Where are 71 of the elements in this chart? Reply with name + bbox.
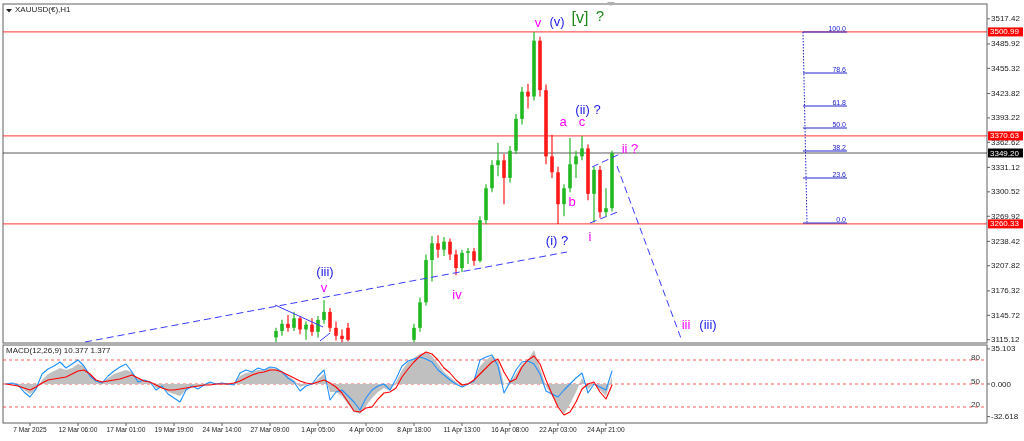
annotation: iv — [452, 286, 463, 302]
candlestick — [496, 142, 500, 177]
y-tick-label: 3485.92 — [991, 39, 1021, 49]
annotation: b — [568, 193, 576, 209]
candlestick — [346, 322, 350, 342]
candlestick — [562, 183, 566, 217]
candlestick — [322, 299, 326, 325]
candlestick — [442, 236, 446, 257]
candlestick — [298, 315, 302, 335]
candlestick — [316, 315, 320, 339]
candlestick — [490, 159, 494, 193]
ref-line-label: 3500.99 — [990, 27, 1020, 37]
candlestick — [574, 150, 578, 179]
y-tick-label: 3115.12 — [991, 335, 1020, 345]
candlestick — [592, 166, 596, 224]
candlestick — [526, 83, 530, 110]
y-tick-label: 3176.32 — [991, 286, 1021, 296]
ref-line-label: 3349.20 — [990, 148, 1020, 158]
candlestick — [568, 137, 572, 193]
candlestick — [466, 247, 470, 265]
y-tick-label: 3300.52 — [991, 187, 1021, 197]
candlestick — [580, 135, 584, 161]
ref-line-label: 3260.33 — [990, 219, 1020, 229]
candlestick — [604, 187, 608, 217]
annotation: (i) ? — [545, 232, 569, 248]
candlestick — [340, 328, 344, 343]
chart-title: XAUUSD(€),H1 — [15, 5, 72, 14]
annotation: v — [320, 279, 328, 295]
candlestick — [412, 323, 416, 343]
y-tick-label: 0.000 — [991, 379, 1012, 389]
candlestick — [286, 314, 290, 333]
candlestick — [292, 311, 296, 332]
ref-line-label: 3370.63 — [990, 131, 1020, 141]
y-tick-label: 3423.82 — [991, 88, 1021, 98]
y-tick-label: 3269.92 — [991, 211, 1021, 221]
candlestick — [328, 307, 332, 333]
y-tick-label: 3393.22 — [991, 113, 1021, 123]
annotation: v — [534, 14, 542, 30]
y-tick-label: -32.618 — [991, 412, 1019, 422]
annotation: (iii) — [699, 316, 717, 332]
chart-title: MACD(12,26,9) 10.377 1.377 — [6, 346, 112, 355]
candlestick — [430, 235, 434, 283]
annotation: iii — [681, 316, 691, 332]
annotation: ? — [595, 6, 605, 24]
candlestick — [460, 249, 464, 273]
y-tick-label: 3331.12 — [991, 162, 1021, 172]
y-tick-label: 3145.72 — [991, 310, 1021, 320]
y-tick-label: 3517.42 — [991, 14, 1021, 24]
candlestick — [502, 153, 506, 205]
y-tick-label: 35.103 — [991, 344, 1017, 354]
annotation: a — [559, 113, 568, 129]
y-tick-label: 3455.32 — [991, 63, 1021, 73]
candlestick — [310, 317, 314, 337]
annotation: (iii) — [316, 263, 334, 279]
annotation: 20 — [971, 399, 981, 409]
candlestick — [280, 319, 284, 337]
candlestick — [550, 134, 554, 179]
annotation: ii ? — [621, 140, 639, 156]
candlestick — [448, 237, 452, 261]
annotation: 50 — [971, 376, 981, 386]
candlestick — [436, 234, 440, 259]
annotation: i — [588, 228, 592, 244]
candlestick — [304, 320, 308, 341]
annotation: (v) — [549, 13, 565, 29]
candlestick — [274, 327, 278, 343]
y-tick-label: 3238.42 — [991, 236, 1021, 246]
annotation: [v] — [571, 8, 589, 26]
annotation: 80 — [971, 352, 981, 362]
y-tick-label: 3207.82 — [991, 261, 1021, 271]
candlestick — [454, 249, 458, 276]
candlestick — [334, 320, 338, 342]
